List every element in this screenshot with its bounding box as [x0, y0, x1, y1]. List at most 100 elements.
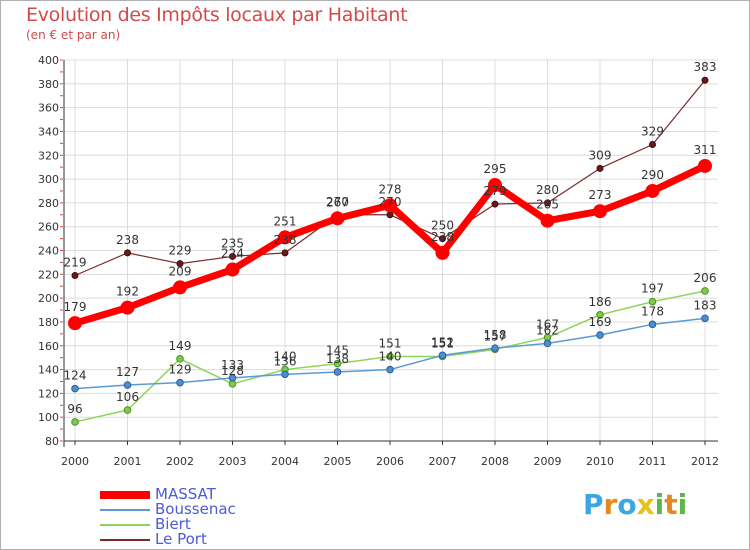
data-point-massat	[540, 213, 555, 228]
y-tick-label: 240	[38, 245, 59, 258]
legend-swatch	[100, 539, 150, 541]
data-point-biert	[123, 406, 132, 414]
data-point-biert	[701, 287, 709, 295]
data-point-massat	[435, 245, 450, 260]
data-label-boussenac: 124	[64, 369, 87, 383]
data-label-le-port: 229	[169, 244, 192, 258]
legend-swatch	[100, 509, 150, 511]
data-point-biert	[386, 352, 394, 361]
data-point-le-port	[281, 249, 289, 257]
data-point-biert	[71, 418, 79, 426]
data-point-biert	[333, 359, 342, 368]
data-label-massat: 238	[431, 230, 454, 244]
logo-letter: o	[617, 488, 637, 521]
x-tick-label: 2003	[219, 455, 247, 468]
data-point-massat	[488, 178, 502, 193]
data-point-boussenac	[543, 339, 552, 348]
data-label-le-port: 219	[64, 256, 87, 270]
y-tick-label: 400	[38, 54, 59, 67]
y-tick-label: 180	[38, 316, 59, 329]
data-label-boussenac: 136	[274, 354, 297, 368]
data-label-boussenac: 183	[694, 298, 717, 312]
data-label-boussenac: 152	[431, 335, 454, 349]
data-point-massat	[698, 158, 712, 173]
data-label-massat: 224	[221, 247, 244, 261]
y-tick-label: 140	[38, 364, 59, 377]
y-tick-label: 160	[38, 340, 59, 353]
logo-letter: t	[664, 488, 678, 521]
data-point-boussenac	[123, 381, 132, 389]
data-label-massat: 295	[484, 162, 507, 176]
data-label-massat: 265	[536, 198, 559, 212]
data-point-biert	[648, 297, 657, 306]
data-label-massat: 273	[589, 188, 612, 202]
data-point-le-port	[124, 249, 131, 257]
data-label-biert: 206	[694, 271, 717, 285]
data-label-biert: 186	[589, 295, 612, 309]
chart-title: Evolution des Impôts locaux par Habitant	[26, 4, 408, 26]
x-tick-label: 2007	[429, 455, 457, 468]
data-point-boussenac	[281, 370, 289, 379]
legend-swatch	[100, 491, 150, 499]
data-label-massat: 192	[116, 285, 139, 299]
data-label-massat: 290	[641, 168, 664, 182]
data-point-boussenac	[176, 378, 184, 387]
data-point-boussenac	[648, 320, 657, 329]
data-point-boussenac	[333, 368, 342, 376]
data-label-massat: 278	[379, 182, 402, 196]
data-point-massat	[225, 262, 240, 277]
x-tick-label: 2004	[271, 455, 299, 468]
data-label-le-port: 329	[641, 125, 664, 139]
data-point-le-port	[544, 199, 551, 207]
data-point-massat	[278, 230, 292, 245]
proxiti-logo: Proxiti	[583, 488, 687, 521]
data-label-le-port: 238	[274, 233, 297, 247]
x-tick-label: 2005	[324, 455, 352, 468]
data-point-le-port	[229, 252, 236, 260]
data-point-boussenac	[228, 374, 237, 382]
data-point-le-port	[439, 235, 446, 243]
data-label-boussenac: 140	[379, 350, 402, 364]
logo-letter: P	[583, 488, 604, 521]
data-label-boussenac: 169	[589, 315, 612, 329]
y-tick-label: 320	[38, 149, 59, 162]
data-point-boussenac	[386, 365, 394, 374]
logo-letter: x	[636, 488, 655, 521]
data-point-massat	[645, 183, 660, 198]
data-label-boussenac: 133	[221, 358, 244, 372]
data-label-boussenac: 127	[116, 365, 139, 379]
legend-swatch	[100, 524, 150, 526]
y-tick-label: 280	[38, 197, 59, 210]
data-point-massat	[173, 280, 187, 295]
data-point-boussenac	[701, 314, 709, 323]
data-label-massat: 179	[64, 300, 87, 314]
data-label-boussenac: 162	[536, 323, 559, 337]
data-label-le-port: 280	[536, 183, 559, 197]
data-point-massat	[68, 316, 82, 331]
data-point-biert	[596, 310, 604, 319]
data-label-massat: 251	[274, 214, 297, 228]
x-tick-label: 2001	[114, 455, 142, 468]
y-tick-label: 200	[38, 292, 59, 305]
data-point-boussenac	[438, 351, 447, 360]
data-point-le-port	[386, 211, 394, 219]
y-tick-label: 120	[38, 387, 59, 400]
x-tick-label: 2012	[691, 455, 719, 468]
data-label-biert: 151	[379, 336, 402, 350]
data-point-boussenac	[596, 331, 604, 339]
legend-label: Le Port	[155, 530, 207, 548]
data-point-le-port	[491, 200, 499, 208]
data-label-biert: 149	[169, 339, 192, 353]
data-label-massat: 311	[694, 143, 717, 157]
data-label-le-port: 270	[379, 195, 402, 209]
data-point-le-port	[596, 164, 604, 172]
x-tick-label: 2009	[534, 455, 562, 468]
data-label-massat: 267	[326, 195, 349, 209]
data-point-boussenac	[71, 384, 79, 393]
data-label-biert: 167	[536, 317, 559, 331]
data-label-biert: 151	[431, 336, 454, 350]
data-point-massat	[593, 204, 607, 219]
data-label-le-port: 279	[484, 184, 507, 198]
data-label-le-port: 235	[221, 236, 244, 250]
